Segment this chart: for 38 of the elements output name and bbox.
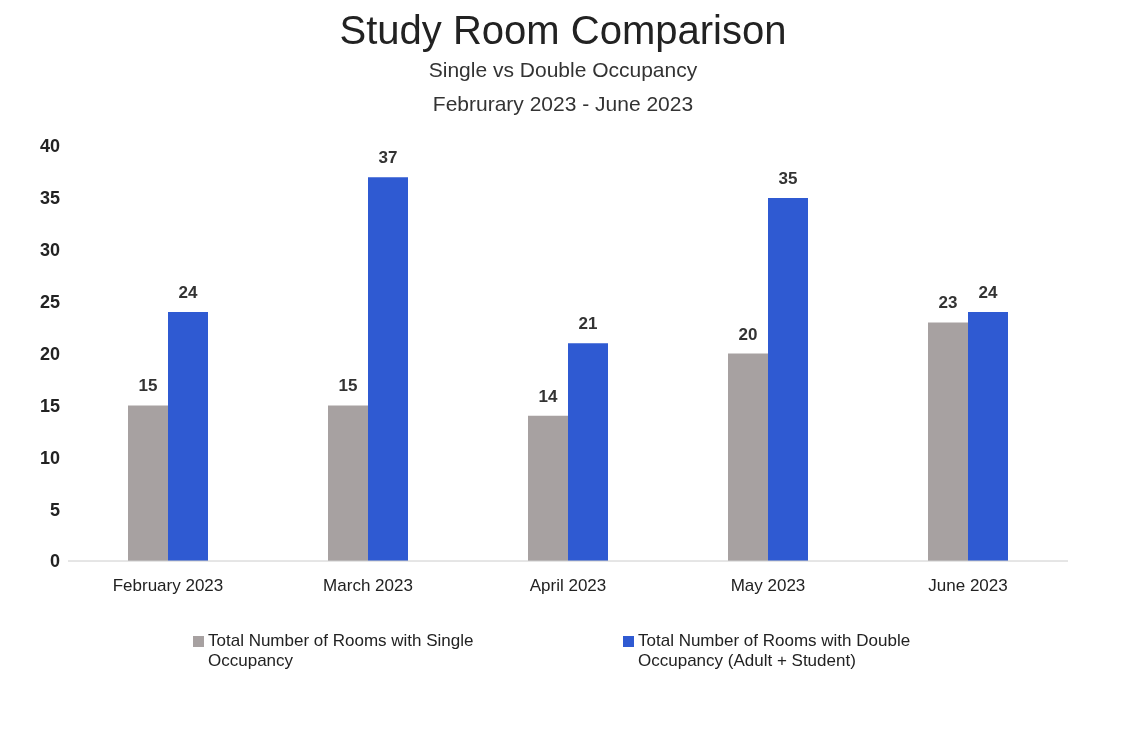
data-label: 24 [978, 283, 998, 302]
x-tick-label: February 2023 [112, 576, 224, 596]
x-tick-label: April 2023 [529, 576, 607, 596]
x-tick-label: June 2023 [928, 576, 1008, 596]
bar [168, 312, 208, 561]
y-tick-label: 20 [39, 343, 60, 364]
legend-label: Total Number of Rooms with Double Occupancy (Adult + Student) [638, 631, 912, 671]
bar [128, 405, 168, 561]
data-label: 14 [538, 386, 558, 406]
chart-subtitle: Single vs Double Occupancy Februrary 2023 - June 2023 [427, 57, 699, 117]
legend-label: Total Number of Rooms with Single Occupancy [208, 631, 475, 671]
y-tick-label: 15 [39, 395, 60, 416]
chart-title: Study Room Comparison [338, 8, 788, 53]
data-label: 15 [138, 376, 158, 396]
bar [528, 415, 568, 561]
data-label: 37 [378, 148, 398, 168]
data-label: 21 [578, 314, 598, 334]
y-tick-label: 30 [39, 240, 60, 261]
data-label: 20 [738, 324, 758, 344]
y-tick-label: 35 [39, 188, 60, 209]
bar [368, 177, 408, 561]
data-label: 35 [778, 168, 798, 188]
bar [728, 353, 768, 561]
y-tick-label: 5 [49, 499, 60, 520]
data-label: 15 [338, 376, 358, 396]
data-label: 23 [938, 293, 958, 313]
bar [768, 197, 808, 561]
data-label: 24 [178, 283, 198, 302]
y-tick-label: 40 [39, 136, 60, 157]
bar [328, 405, 368, 561]
y-tick-label: 10 [39, 447, 60, 468]
bar [568, 343, 608, 561]
bar [928, 322, 968, 561]
x-tick-label: March 2023 [323, 576, 413, 596]
bar [968, 312, 1008, 561]
y-tick-label: 25 [39, 292, 60, 313]
y-tick-label: 0 [49, 551, 60, 572]
x-tick-label: May 2023 [730, 576, 806, 596]
